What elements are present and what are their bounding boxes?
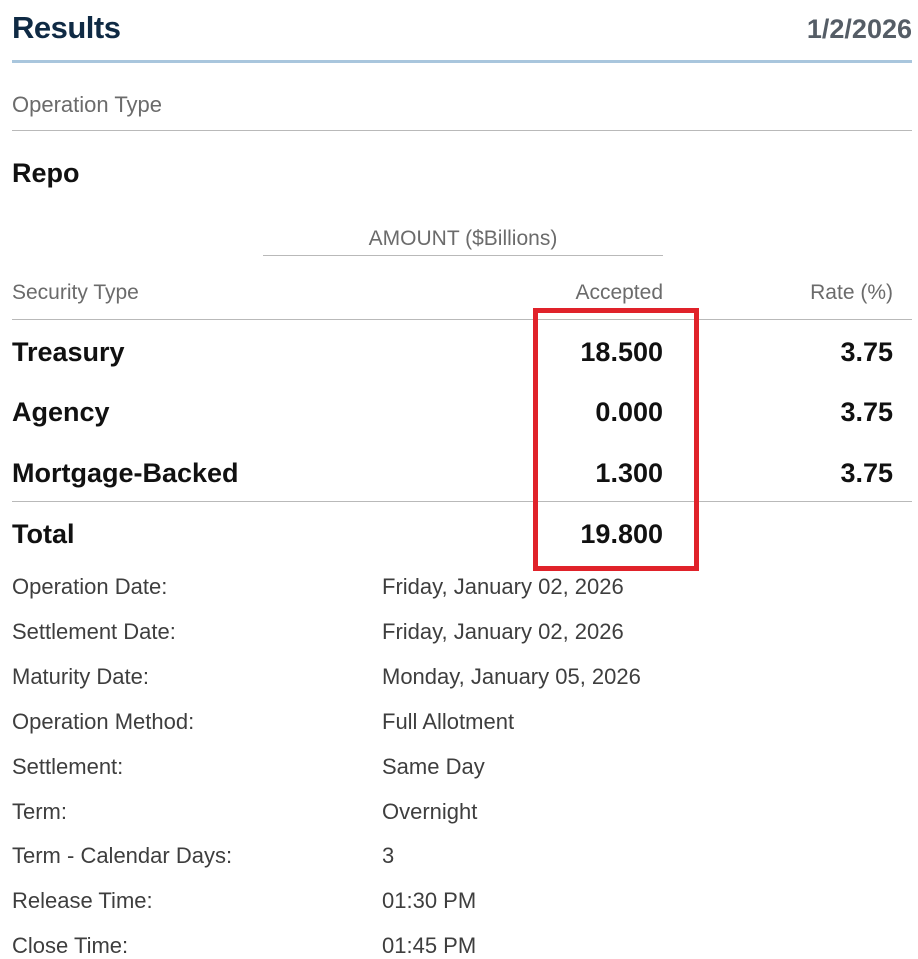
total-label: Total	[12, 519, 75, 549]
detail-label: Term:	[12, 799, 67, 824]
table-header-divider	[12, 319, 912, 320]
column-header-rate: Rate (%)	[810, 281, 893, 304]
column-header-security-type: Security Type	[12, 281, 139, 304]
row-rate: 3.75	[840, 458, 893, 488]
detail-label: Term - Calendar Days:	[12, 843, 233, 868]
operation-type-value: Repo	[12, 158, 80, 188]
detail-label: Settlement Date:	[12, 619, 176, 644]
amount-group-divider	[263, 255, 663, 256]
detail-value: Friday, January 02, 2026	[382, 619, 624, 644]
row-rate: 3.75	[840, 397, 893, 427]
detail-label: Close Time:	[12, 933, 129, 958]
row-accepted: 0.000	[595, 397, 663, 427]
amount-group-header: AMOUNT ($Billions)	[368, 227, 558, 250]
row-security-type: Agency	[12, 397, 110, 427]
results-date: 1/2/2026	[806, 14, 912, 44]
detail-value: Full Allotment	[382, 709, 515, 734]
row-accepted: 18.500	[580, 337, 663, 367]
detail-label: Settlement:	[12, 754, 124, 779]
detail-label: Operation Date:	[12, 574, 168, 599]
detail-value: 3	[382, 843, 395, 868]
detail-label: Maturity Date:	[12, 664, 149, 689]
row-security-type: Mortgage-Backed	[12, 458, 239, 488]
accepted-highlight-box	[533, 308, 699, 571]
detail-value: 01:45 PM	[382, 933, 477, 958]
detail-value: Overnight	[382, 799, 478, 824]
results-header: Results 1/2/2026	[12, 0, 912, 63]
detail-value: Friday, January 02, 2026	[382, 574, 624, 599]
detail-value: Same Day	[382, 754, 485, 779]
detail-label: Release Time:	[12, 888, 153, 913]
detail-value: Monday, January 05, 2026	[382, 664, 641, 689]
operation-type-divider	[12, 130, 912, 131]
total-accepted: 19.800	[580, 519, 663, 549]
column-header-accepted: Accepted	[575, 281, 663, 304]
detail-label: Operation Method:	[12, 709, 195, 734]
row-security-type: Treasury	[12, 337, 125, 367]
operation-type-label: Operation Type	[12, 92, 163, 117]
row-rate: 3.75	[840, 337, 893, 367]
total-divider	[12, 501, 912, 502]
detail-value: 01:30 PM	[382, 888, 477, 913]
page-title: Results	[12, 10, 121, 45]
row-accepted: 1.300	[595, 458, 663, 488]
